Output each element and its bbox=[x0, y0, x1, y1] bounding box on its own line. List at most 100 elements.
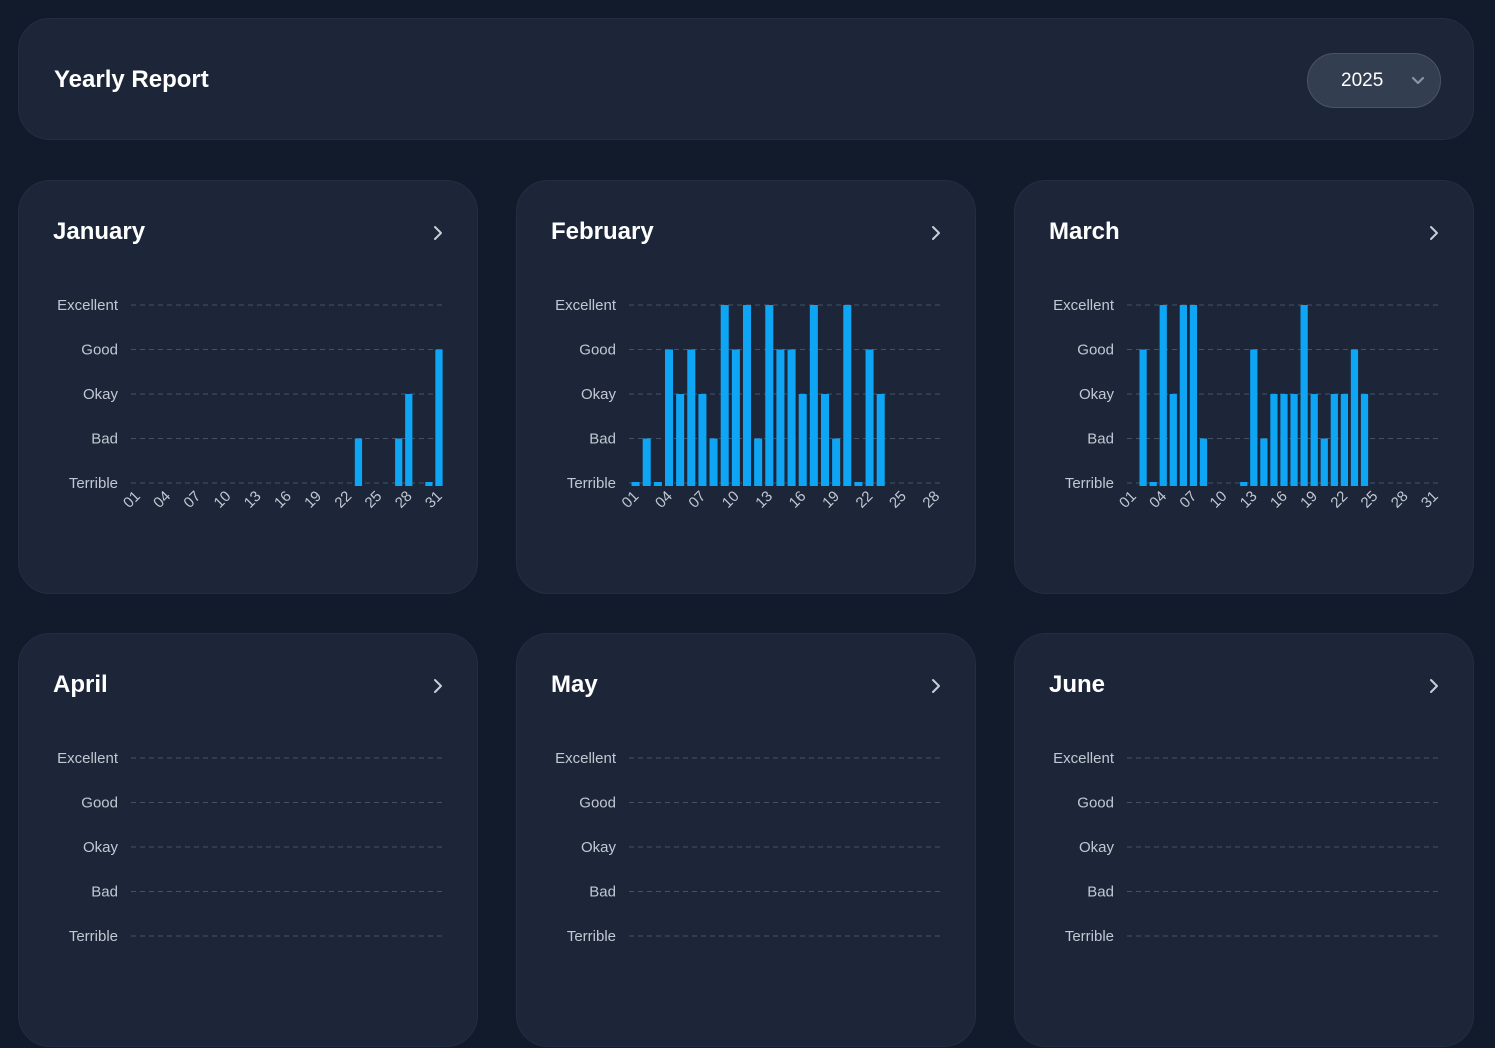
mood-bar-chart: Terrible Bad Okay Good Excellent bbox=[1053, 750, 1440, 945]
bar bbox=[1260, 438, 1268, 486]
mood-bar-chart: Terrible Bad Okay Good Excellent 01 04 07 10 13 16… bbox=[57, 297, 446, 512]
x-tick-label: 19 bbox=[301, 488, 325, 512]
y-tick-label: Terrible bbox=[1065, 475, 1114, 492]
bar bbox=[742, 305, 752, 486]
x-tick-label: 04 bbox=[1146, 488, 1170, 512]
bar bbox=[1169, 394, 1177, 486]
chevron-right-icon[interactable] bbox=[1428, 224, 1440, 242]
x-tick-label: 01 bbox=[120, 488, 144, 512]
y-tick-label: Bad bbox=[1087, 884, 1114, 901]
x-tick-label: 07 bbox=[180, 488, 204, 512]
x-tick-label: 22 bbox=[331, 488, 355, 512]
month-card-april[interactable]: April Terrible Bad Okay Good Excellent bbox=[18, 633, 478, 1047]
bar bbox=[1240, 482, 1248, 486]
month-card-june[interactable]: June Terrible Bad Okay Good Excellent bbox=[1014, 633, 1474, 1047]
y-tick-label: Excellent bbox=[555, 297, 617, 314]
year-select[interactable]: 2025 bbox=[1307, 53, 1441, 108]
bar bbox=[720, 305, 729, 486]
bar bbox=[843, 305, 852, 486]
bar bbox=[854, 482, 863, 486]
x-tick-label: 28 bbox=[392, 488, 416, 512]
x-tick-label: 19 bbox=[819, 488, 843, 512]
x-tick-label: 13 bbox=[241, 488, 265, 512]
y-tick-label: Terrible bbox=[69, 928, 118, 945]
chevron-right-icon[interactable] bbox=[930, 224, 942, 242]
bar bbox=[1340, 394, 1349, 486]
y-tick-label: Terrible bbox=[567, 475, 616, 492]
chevron-right-icon[interactable] bbox=[432, 224, 444, 242]
y-tick-label: Okay bbox=[83, 386, 119, 403]
x-tick-label: 10 bbox=[211, 488, 235, 512]
x-tick-label: 28 bbox=[1388, 488, 1412, 512]
bar bbox=[631, 482, 640, 486]
bar bbox=[1199, 438, 1208, 486]
x-tick-label: 10 bbox=[719, 488, 743, 512]
bar bbox=[765, 305, 774, 486]
y-tick-label: Excellent bbox=[555, 750, 617, 767]
bar bbox=[1350, 349, 1359, 486]
bar bbox=[1330, 394, 1338, 486]
x-tick-label: 01 bbox=[1116, 488, 1140, 512]
y-tick-label: Okay bbox=[1079, 839, 1115, 856]
bar bbox=[435, 349, 443, 486]
y-tick-label: Terrible bbox=[1065, 928, 1114, 945]
chevron-right-icon[interactable] bbox=[930, 677, 942, 695]
bar bbox=[876, 394, 885, 486]
month-title: February bbox=[551, 218, 654, 245]
y-tick-label: Good bbox=[579, 795, 616, 812]
x-tick-label: 13 bbox=[752, 488, 776, 512]
bar bbox=[1320, 438, 1328, 486]
month-card-january[interactable]: January Terrible Bad Okay Good Excellent 01 04… bbox=[18, 180, 478, 594]
x-tick-label: 13 bbox=[1237, 488, 1261, 512]
bar bbox=[798, 394, 807, 486]
month-title: April bbox=[53, 671, 108, 698]
month-title: March bbox=[1049, 218, 1120, 245]
x-tick-label: 25 bbox=[1358, 488, 1382, 512]
y-tick-label: Good bbox=[1077, 795, 1114, 812]
bar bbox=[865, 349, 874, 486]
y-tick-label: Terrible bbox=[567, 928, 616, 945]
x-tick-label: 07 bbox=[685, 488, 709, 512]
x-tick-label: 25 bbox=[362, 488, 386, 512]
bar bbox=[642, 438, 651, 486]
chevron-right-icon[interactable] bbox=[1428, 677, 1440, 695]
bar bbox=[1159, 305, 1167, 486]
y-tick-label: Excellent bbox=[57, 297, 119, 314]
month-card-march[interactable]: March Terrible Bad Okay Good Excellent 01 04 07… bbox=[1014, 180, 1474, 594]
y-tick-label: Okay bbox=[581, 386, 617, 403]
bar bbox=[776, 349, 785, 486]
mood-bar-chart: Terrible Bad Okay Good Excellent 01 04 07 10 13 16… bbox=[1053, 297, 1442, 512]
bar bbox=[820, 394, 830, 486]
x-tick-label: 22 bbox=[1327, 488, 1351, 512]
y-tick-label: Good bbox=[579, 342, 616, 359]
y-tick-label: Bad bbox=[1087, 431, 1114, 448]
report-header: Yearly Report 2025 bbox=[18, 18, 1474, 140]
month-title: January bbox=[53, 218, 146, 245]
month-card-february[interactable]: February Terrible Bad Okay Good Excellent 01 0… bbox=[516, 180, 976, 594]
y-tick-label: Bad bbox=[589, 884, 616, 901]
bar bbox=[1360, 394, 1369, 486]
x-tick-label: 16 bbox=[271, 488, 295, 512]
bar bbox=[832, 438, 841, 486]
y-tick-label: Bad bbox=[91, 431, 118, 448]
bar bbox=[731, 349, 740, 486]
bar bbox=[709, 438, 718, 486]
y-tick-label: Bad bbox=[91, 884, 118, 901]
x-tick-label: 19 bbox=[1297, 488, 1321, 512]
bar bbox=[395, 438, 403, 486]
month-card-may[interactable]: May Terrible Bad Okay Good Excellent bbox=[516, 633, 976, 1047]
bar bbox=[1280, 394, 1288, 486]
page-title: Yearly Report bbox=[54, 66, 209, 93]
month-title: June bbox=[1049, 671, 1106, 698]
month-title: May bbox=[551, 671, 598, 698]
chevron-right-icon[interactable] bbox=[432, 677, 444, 695]
y-tick-label: Okay bbox=[83, 839, 119, 856]
bar bbox=[787, 349, 796, 486]
x-tick-label: 28 bbox=[919, 488, 943, 512]
y-tick-label: Excellent bbox=[1053, 750, 1115, 767]
bar bbox=[1310, 394, 1318, 486]
x-tick-label: 16 bbox=[786, 488, 810, 512]
bar bbox=[1179, 305, 1187, 486]
x-tick-label: 04 bbox=[150, 488, 174, 512]
chevron-down-icon bbox=[1411, 76, 1425, 85]
